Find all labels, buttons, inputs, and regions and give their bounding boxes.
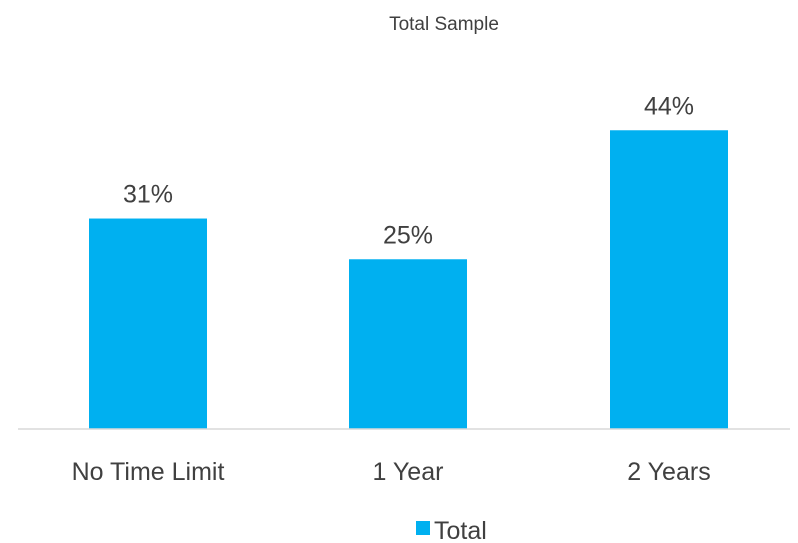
legend: Total (416, 517, 487, 543)
x-tick-label-0: No Time Limit (72, 458, 225, 486)
data-label-2: 44% (644, 92, 694, 120)
bar-1 (349, 259, 467, 429)
data-label-1: 25% (383, 221, 433, 249)
data-labels-layer: 31% 25% 44% (123, 92, 694, 249)
x-tick-labels-layer: No Time Limit 1 Year 2 Years (72, 458, 711, 486)
legend-label: Total (434, 517, 487, 543)
bars-layer (89, 130, 728, 429)
x-tick-label-2: 2 Years (627, 458, 710, 486)
bar-0 (89, 218, 207, 429)
bar-2 (610, 130, 728, 429)
data-label-0: 31% (123, 181, 173, 209)
x-tick-label-1: 1 Year (373, 458, 444, 486)
legend-swatch (416, 521, 430, 535)
chart-title: Total Sample (389, 14, 499, 35)
